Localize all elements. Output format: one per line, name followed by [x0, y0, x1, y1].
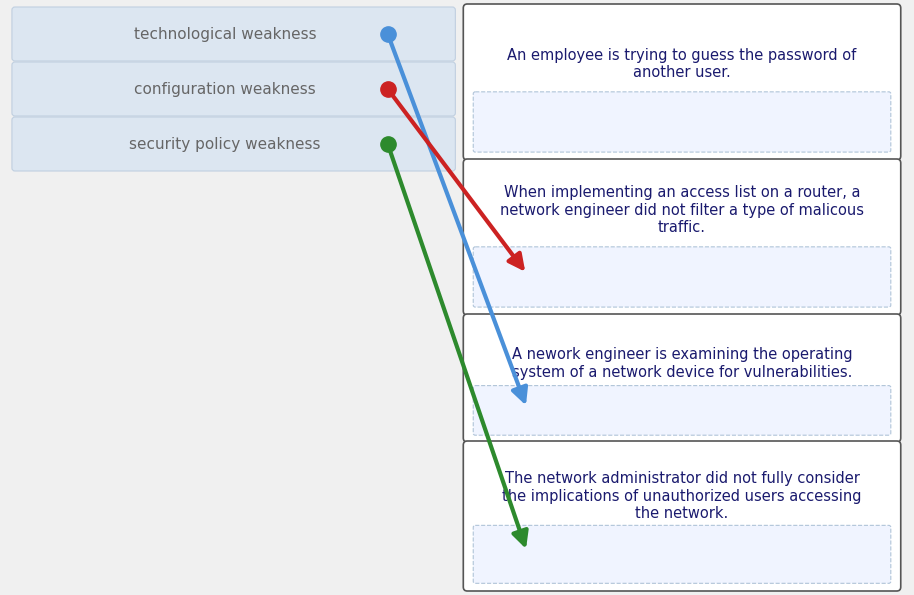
FancyBboxPatch shape [463, 159, 900, 315]
Text: A nework engineer is examining the operating
system of a network device for vuln: A nework engineer is examining the opera… [512, 347, 853, 380]
FancyBboxPatch shape [12, 7, 455, 61]
FancyBboxPatch shape [463, 314, 900, 442]
Text: The network administrator did not fully consider
the implications of unauthorize: The network administrator did not fully … [503, 471, 862, 521]
FancyBboxPatch shape [463, 441, 900, 591]
FancyBboxPatch shape [12, 62, 455, 116]
FancyBboxPatch shape [12, 117, 455, 171]
Text: security policy weakness: security policy weakness [129, 136, 321, 152]
Text: An employee is trying to guess the password of
another user.: An employee is trying to guess the passw… [507, 48, 856, 80]
Text: technological weakness: technological weakness [133, 27, 316, 42]
FancyBboxPatch shape [473, 386, 891, 435]
Text: When implementing an access list on a router, a
network engineer did not filter : When implementing an access list on a ro… [500, 186, 864, 235]
FancyBboxPatch shape [463, 4, 900, 160]
FancyBboxPatch shape [473, 92, 891, 152]
FancyBboxPatch shape [473, 525, 891, 583]
FancyBboxPatch shape [473, 247, 891, 307]
Text: configuration weakness: configuration weakness [134, 82, 315, 96]
